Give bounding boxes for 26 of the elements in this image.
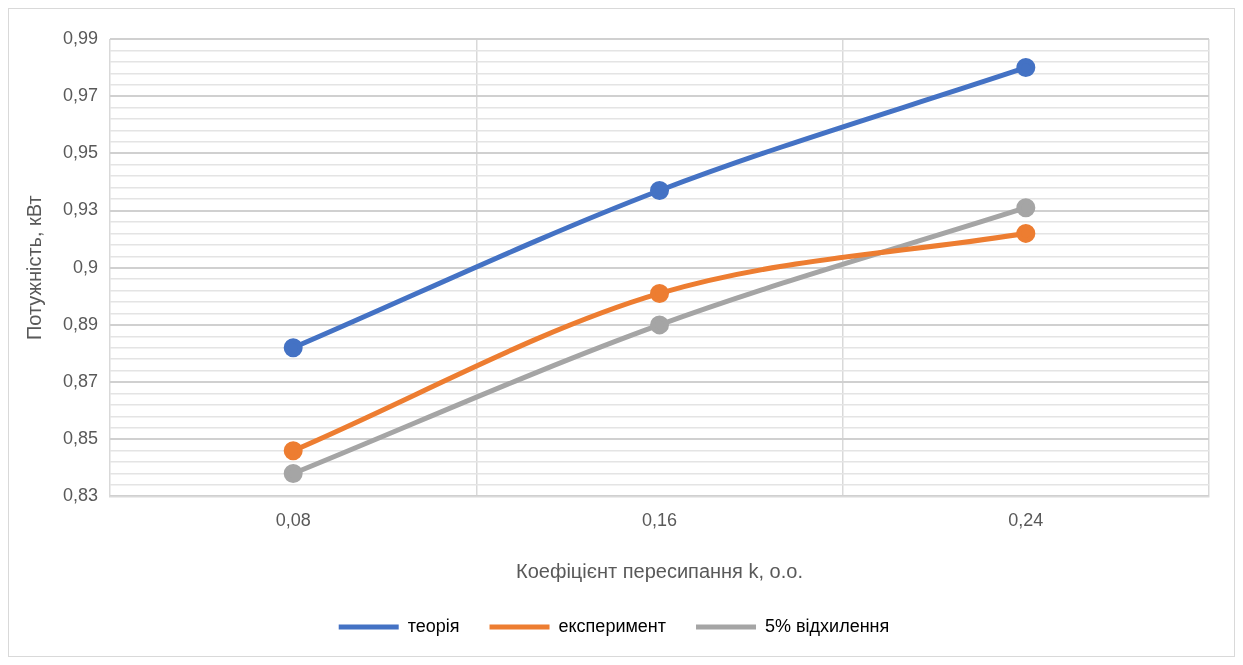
x-tick-label: 0,24 — [1008, 510, 1044, 531]
point — [1016, 198, 1036, 218]
x-tick-label: 0,08 — [275, 510, 311, 531]
legend-label: 5% відхилення — [765, 615, 890, 636]
legend-label: експеримент — [558, 615, 667, 636]
y-tick-label: 0,97 — [62, 85, 99, 106]
point — [1016, 223, 1036, 243]
point — [283, 338, 303, 358]
y-tick-label: 0,9 — [73, 256, 99, 277]
x-axis-title: Коефіцієнт пересипання k, о.о. — [516, 559, 803, 582]
point — [283, 441, 303, 461]
point — [650, 181, 670, 201]
point — [1016, 58, 1036, 78]
point — [283, 464, 303, 484]
y-tick-label: 0,99 — [62, 27, 99, 48]
y-axis-title: Потужність, кВт — [22, 195, 45, 341]
y-tick-label: 0,95 — [62, 142, 99, 163]
y-tick-label: 0,83 — [62, 485, 99, 506]
x-tick-label: 0,16 — [641, 510, 678, 531]
point — [650, 315, 670, 335]
y-tick-label: 0,93 — [62, 199, 99, 220]
y-tick-label: 0,87 — [62, 371, 99, 392]
y-tick-label: 0,89 — [62, 313, 99, 334]
legend-label: теорія — [407, 615, 460, 636]
point — [650, 283, 670, 303]
y-tick-label: 0,85 — [62, 428, 99, 449]
